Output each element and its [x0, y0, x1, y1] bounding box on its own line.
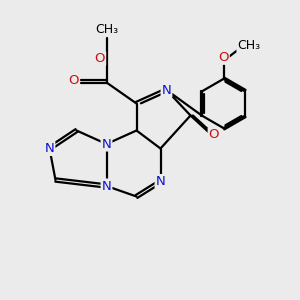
Text: N: N [156, 175, 165, 188]
Text: O: O [95, 52, 105, 65]
Text: O: O [68, 74, 79, 88]
Text: N: N [102, 137, 111, 151]
Text: O: O [218, 51, 229, 64]
Text: CH₃: CH₃ [237, 39, 261, 52]
Text: N: N [45, 142, 54, 155]
Text: CH₃: CH₃ [95, 22, 118, 36]
Text: N: N [162, 83, 171, 97]
Text: N: N [102, 179, 111, 193]
Text: O: O [209, 128, 219, 142]
